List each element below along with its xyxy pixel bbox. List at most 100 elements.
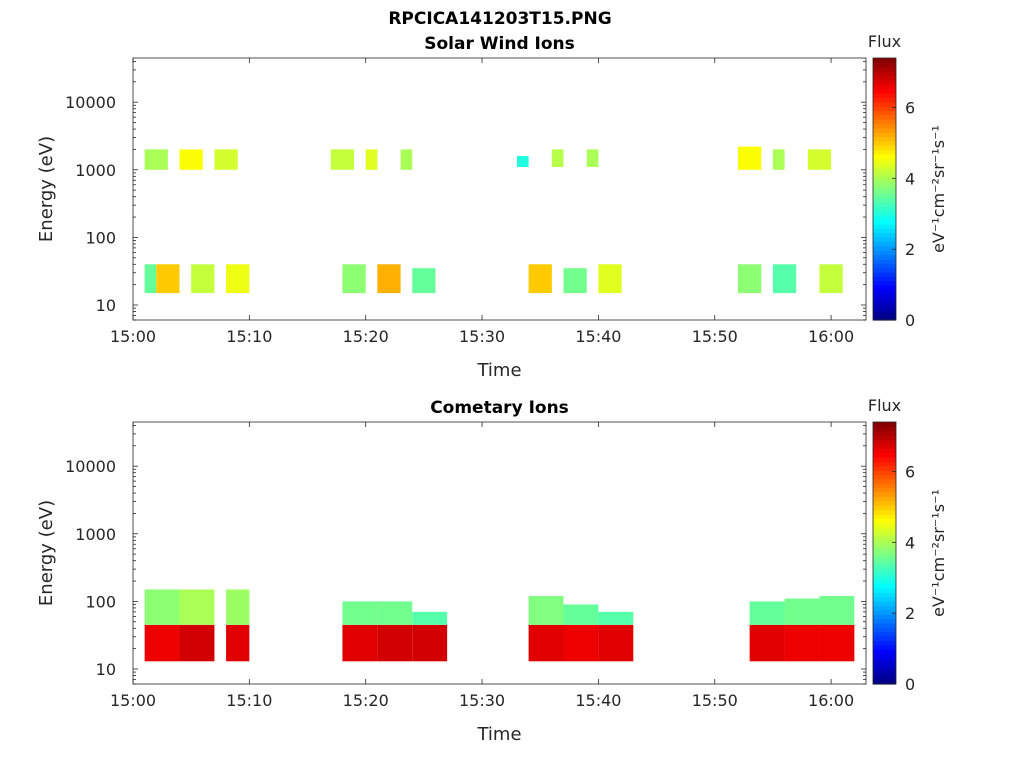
colorbar-segment: [873, 657, 896, 663]
colorbar-segment: [873, 62, 896, 68]
flux-block: [191, 264, 215, 294]
colorbar-segment: [873, 583, 896, 589]
plot-frame: [132, 57, 867, 321]
flux-block: [226, 589, 250, 625]
y-tick-label: 1000: [75, 161, 116, 180]
flux-block: [156, 264, 180, 294]
colorbar-tick-label: 0: [905, 675, 915, 694]
x-tick-label: 15:00: [110, 691, 156, 710]
flux-block: [144, 264, 157, 294]
colorbar-segment: [873, 439, 896, 445]
x-tick-label: 15:40: [575, 327, 621, 346]
colorbar-segment: [873, 175, 896, 181]
colorbar-segment: [873, 570, 896, 576]
colorbar-segment: [873, 422, 896, 427]
flux-block: [144, 589, 180, 625]
colorbar-segment: [873, 627, 896, 633]
flux-block: [528, 264, 552, 294]
colorbar-segment: [873, 622, 896, 628]
figure-title: RPCICA141203T15.PNG: [388, 9, 611, 29]
colorbar-segment: [873, 522, 896, 528]
colorbar-segment: [873, 435, 896, 441]
colorbar-segment: [873, 84, 896, 90]
colorbar-segment: [873, 544, 896, 550]
y-tick-label: 100: [85, 228, 116, 247]
colorbar-segment: [873, 289, 896, 295]
colorbar-segment: [873, 127, 896, 133]
colorbar-segment: [873, 587, 896, 593]
colorbar-segment: [873, 158, 896, 164]
colorbar-segment: [873, 140, 896, 146]
colorbar-tick-label: 4: [905, 169, 915, 188]
colorbar-segment: [873, 71, 896, 77]
flux-block: [377, 601, 413, 625]
flux-block: [563, 624, 599, 662]
colorbar-segment: [873, 254, 896, 260]
colorbar-segment: [873, 66, 896, 72]
flux-block: [144, 624, 180, 662]
colorbar-segment: [873, 92, 896, 98]
flux-block: [144, 149, 168, 170]
colorbar-segment: [873, 496, 896, 502]
colorbar-units-label: eV⁻¹cm⁻²sr⁻¹s⁻¹: [929, 489, 948, 617]
flux-block: [598, 264, 622, 294]
colorbar-segment: [873, 596, 896, 602]
colorbar-tick-label: 2: [905, 240, 915, 259]
colorbar-segment: [873, 232, 896, 238]
panel-solar-wind-ions: Solar Wind Ions 15:00 15:10 15:20 15:30 15:40…: [36, 32, 948, 381]
x-tick-label: 15:10: [226, 691, 272, 710]
x-axis-label: Time: [476, 724, 521, 745]
colorbar-segment: [873, 631, 896, 637]
colorbar-segment: [873, 167, 896, 173]
flux-block: [586, 149, 599, 167]
colorbar-segment: [873, 123, 896, 129]
flux-block: [412, 611, 448, 625]
x-tick-label: 15:00: [110, 327, 156, 346]
colorbar-segment: [873, 448, 896, 454]
x-tick-label: 15:20: [343, 327, 389, 346]
plot-frame: [132, 421, 867, 685]
y-tick-label: 1000: [75, 525, 116, 544]
colorbar-segment: [873, 483, 896, 489]
colorbar-units-label: eV⁻¹cm⁻²sr⁻¹s⁻¹: [929, 125, 948, 253]
colorbar-segment: [873, 644, 896, 650]
flux-block: [551, 149, 564, 167]
colorbar-segment: [873, 184, 896, 190]
colorbar-segment: [873, 443, 896, 449]
colorbar-segment: [873, 285, 896, 291]
colorbar-segment: [873, 566, 896, 572]
flux-block: [784, 624, 820, 662]
x-tick-label: 16:00: [808, 327, 854, 346]
colorbar-segment: [873, 315, 896, 321]
colorbar-segment: [873, 132, 896, 138]
flux-block: [819, 624, 855, 662]
flux-block: [563, 268, 587, 294]
y-axis-label: Energy (eV): [36, 136, 57, 242]
flux-block: [179, 624, 215, 662]
colorbar-segment: [873, 206, 896, 212]
x-tick-label: 15:50: [692, 327, 738, 346]
colorbar-segment: [873, 592, 896, 598]
flux-block: [412, 268, 436, 294]
colorbar-segment: [873, 267, 896, 273]
colorbar-segment: [873, 635, 896, 641]
colorbar-segment: [873, 614, 896, 620]
flux-block: [738, 264, 762, 294]
colorbar-segment: [873, 491, 896, 497]
x-tick-label: 15:30: [459, 691, 505, 710]
colorbar-segment: [873, 535, 896, 541]
colorbar-segment: [873, 293, 896, 299]
colorbar-segment: [873, 75, 896, 81]
y-tick-label: 10000: [65, 93, 116, 112]
colorbar-segment: [873, 601, 896, 606]
colorbar-segment: [873, 513, 896, 519]
colorbar-segment: [873, 136, 896, 142]
colorbar-segment: [873, 553, 896, 558]
colorbar-segment: [873, 228, 896, 234]
x-tick-label: 15:30: [459, 327, 505, 346]
colorbar-segment: [873, 430, 896, 436]
flux-block: [214, 149, 238, 170]
colorbar-segment: [873, 311, 896, 317]
x-tick-label: 15:10: [226, 327, 272, 346]
colorbar-segment: [873, 504, 896, 510]
